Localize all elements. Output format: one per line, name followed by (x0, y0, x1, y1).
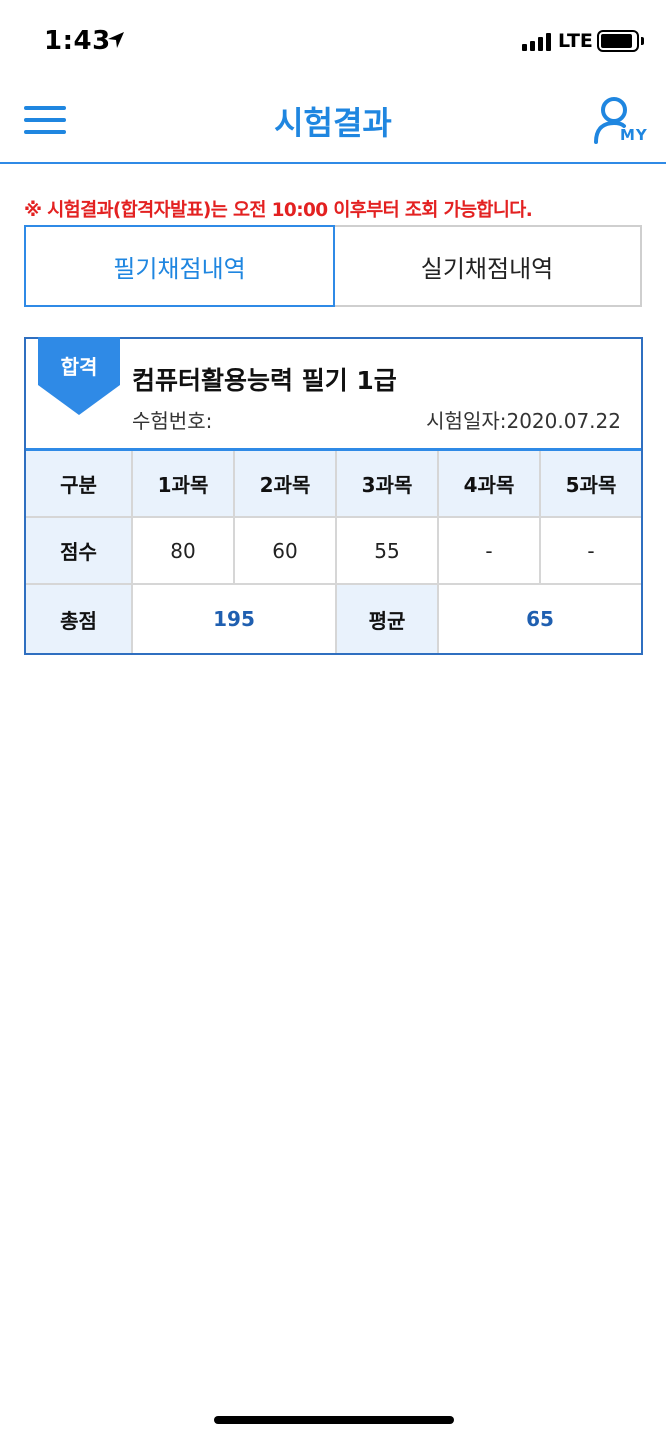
battery-icon (597, 30, 639, 52)
menu-button[interactable] (24, 102, 68, 138)
pass-badge-icon (38, 337, 120, 415)
table-header-subject-3: 3과목 (337, 451, 439, 518)
my-label: MY (620, 126, 648, 144)
total-score: 195 (133, 585, 337, 653)
app-header: 시험결과 MY (0, 82, 666, 164)
table-row-average-label: 평균 (337, 585, 439, 653)
table-row-score-label: 점수 (26, 518, 133, 585)
score-table: 구분 1과목 2과목 3과목 4과목 5과목 점수 80 60 55 - - 총… (26, 451, 641, 653)
table-header-subject-1: 1과목 (133, 451, 235, 518)
result-card-header: 합격 컴퓨터활용능력 필기 1급 수험번호: 시험일자:2020.07.22 (26, 337, 641, 451)
status-bar: 1:43 LTE (0, 0, 666, 82)
status-time: 1:43 (44, 26, 111, 56)
score-subject-5: - (541, 518, 641, 585)
signal-icon (522, 31, 552, 51)
table-row-total-label: 총점 (26, 585, 133, 653)
exam-number: 수험번호: (132, 409, 213, 433)
user-icon (594, 97, 627, 144)
table-header-category: 구분 (26, 451, 133, 518)
exam-date: 시험일자:2020.07.22 (426, 409, 621, 433)
my-page-button[interactable]: MY (592, 96, 648, 150)
tab-written-scores[interactable]: 필기채점내역 (24, 225, 335, 307)
location-arrow-icon (108, 32, 124, 48)
average-score: 65 (526, 607, 554, 631)
table-header-subject-2: 2과목 (235, 451, 337, 518)
pass-badge-text: 합격 (60, 355, 98, 379)
score-subject-3: 55 (337, 518, 439, 585)
table-header-subject-5: 5과목 (541, 451, 641, 518)
notice-text: ※ 시험결과(합격자발표)는 오전 10:00 이후부터 조회 가능합니다. (24, 200, 533, 221)
table-header-subject-4: 4과목 (439, 451, 541, 518)
tab-practical-scores[interactable]: 실기채점내역 (334, 225, 642, 307)
score-subject-2: 60 (235, 518, 337, 585)
score-subject-1: 80 (133, 518, 235, 585)
page-title: 시험결과 (274, 104, 392, 142)
exam-name: 컴퓨터활용능력 필기 1급 (132, 366, 397, 395)
score-tabs: 필기채점내역 실기채점내역 (24, 225, 642, 307)
network-type: LTE (558, 30, 593, 52)
result-card: 합격 컴퓨터활용능력 필기 1급 수험번호: 시험일자:2020.07.22 구… (24, 337, 643, 655)
battery-cap (641, 37, 644, 45)
home-indicator (214, 1416, 454, 1424)
score-subject-4: - (439, 518, 541, 585)
